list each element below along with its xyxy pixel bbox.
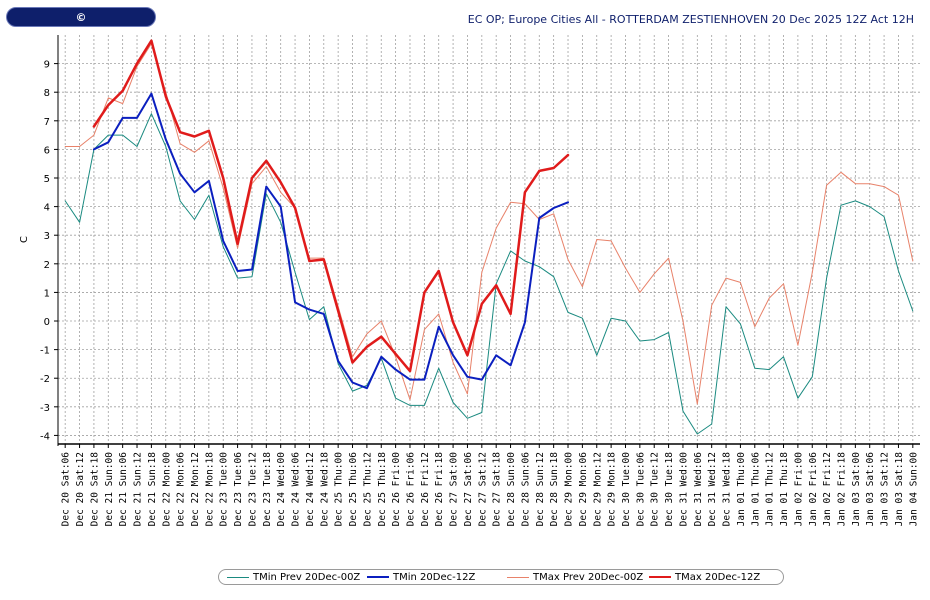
x-tick-label: Dec 29 Mon:18 bbox=[607, 452, 618, 527]
series-line-tmax-prev-20dec-00z bbox=[64, 43, 914, 405]
legend-swatch bbox=[367, 576, 389, 578]
x-tick-label: Dec 21 Sun:12 bbox=[133, 452, 144, 526]
x-tick-label: Dec 31 Wed:18 bbox=[722, 452, 733, 527]
y-tick-label: 5 bbox=[44, 174, 50, 185]
x-tick-label: Jan 02 Fri:18 bbox=[836, 452, 847, 527]
x-tick-label: Dec 26 Fri:18 bbox=[434, 452, 445, 527]
y-tick-label: -4 bbox=[40, 431, 50, 442]
y-tick-labels: -4 -3 -2 -1 0 1 2 3 4 5 6 7 8 9 bbox=[40, 60, 58, 442]
x-tick-label: Dec 29 Mon:06 bbox=[578, 452, 589, 527]
grid bbox=[58, 35, 920, 444]
legend-item: TMin 20Dec-12Z bbox=[367, 570, 475, 584]
x-tick-label: Jan 03 Sat:00 bbox=[851, 452, 862, 527]
x-tick-label: Dec 28 Sun:18 bbox=[549, 452, 560, 527]
x-tick-label: Jan 02 Fri:12 bbox=[822, 452, 833, 526]
legend-swatch bbox=[649, 576, 671, 578]
x-tick-label: Jan 03 Sat:12 bbox=[880, 452, 891, 526]
x-tick-label: Dec 20 Sat:18 bbox=[89, 452, 100, 527]
chart-legend: TMin Prev 20Dec-00Z TMin 20Dec-12Z TMax Pr… bbox=[218, 569, 784, 585]
x-tick-label: Dec 24 Wed:18 bbox=[319, 452, 330, 527]
y-tick-label: 9 bbox=[44, 60, 50, 71]
legend-label: TMax Prev 20Dec-00Z bbox=[533, 571, 644, 583]
y-tick-label: -2 bbox=[40, 374, 50, 385]
legend-label: TMin 20Dec-12Z bbox=[393, 571, 476, 583]
x-tick-label: Dec 20 Sat:06 bbox=[61, 452, 72, 527]
x-tick-label: Dec 23 Tue:00 bbox=[219, 452, 230, 527]
x-tick-label: Dec 25 Thu:00 bbox=[334, 452, 345, 527]
x-tick-label: Dec 23 Tue:18 bbox=[262, 452, 273, 527]
y-tick-label: 3 bbox=[44, 231, 50, 242]
x-tick-label: Dec 31 Wed:00 bbox=[678, 452, 689, 527]
x-tick-label: Dec 24 Wed:12 bbox=[305, 452, 316, 526]
x-tick-label: Dec 24 Wed:00 bbox=[276, 452, 287, 527]
y-tick-label: 2 bbox=[44, 260, 50, 271]
x-tick-label: Dec 27 Sat:18 bbox=[492, 452, 503, 527]
x-tick-label: Dec 28 Sun:00 bbox=[506, 452, 517, 527]
legend-swatch bbox=[227, 576, 249, 578]
series-line-tmin-20dec-12z bbox=[92, 92, 569, 390]
x-tick-label: Dec 22 Mon:12 bbox=[190, 452, 201, 526]
y-tick-label: 6 bbox=[44, 145, 50, 156]
x-tick-label: Dec 26 Fri:12 bbox=[420, 452, 431, 526]
x-tick-label: Jan 02 Fri:06 bbox=[808, 452, 819, 527]
legend-label: TMin Prev 20Dec-00Z bbox=[253, 571, 361, 583]
x-tick-label: Dec 26 Fri:06 bbox=[405, 452, 416, 527]
x-tick-labels: Dec 20 Sat:06 Dec 20 Sat:12 Dec 20 Sat:18 D… bbox=[61, 444, 919, 527]
y-tick-label: 8 bbox=[44, 88, 50, 99]
x-tick-label: Dec 29 Mon:12 bbox=[592, 452, 603, 526]
x-tick-label: Jan 03 Sat:06 bbox=[865, 452, 876, 527]
x-tick-label: Jan 03 Sat:18 bbox=[894, 452, 905, 527]
series-lines bbox=[64, 39, 914, 435]
x-tick-label: Dec 22 Mon:00 bbox=[161, 452, 172, 527]
x-tick-label: Dec 30 Tue:12 bbox=[650, 452, 661, 526]
plot-area bbox=[58, 35, 920, 444]
x-tick-label: Dec 20 Sat:12 bbox=[75, 452, 86, 526]
y-axis-label: C bbox=[19, 236, 30, 243]
legend-swatch bbox=[507, 576, 529, 578]
legend-label: TMax 20Dec-12Z bbox=[675, 571, 761, 583]
x-tick-label: Dec 21 Sun:06 bbox=[118, 452, 129, 527]
x-tick-label: Dec 31 Wed:06 bbox=[693, 452, 704, 527]
x-tick-label: Dec 28 Sun:12 bbox=[535, 452, 546, 526]
x-tick-label: Dec 21 Sun:18 bbox=[147, 452, 158, 527]
x-tick-label: Dec 22 Mon:06 bbox=[176, 452, 187, 527]
x-tick-label: Dec 31 Wed:12 bbox=[707, 452, 718, 526]
x-tick-label: Dec 27 Sat:12 bbox=[477, 452, 488, 526]
y-tick-label: 4 bbox=[44, 203, 50, 214]
x-tick-label: Dec 22 Mon:18 bbox=[204, 452, 215, 527]
x-tick-label: Dec 30 Tue:06 bbox=[635, 452, 646, 527]
y-tick-label: -1 bbox=[40, 346, 50, 357]
x-tick-label: Dec 25 Thu:18 bbox=[377, 452, 388, 527]
chart-title: EC OP; Europe Cities All - ROTTERDAM ZES… bbox=[467, 13, 914, 26]
legend-item: TMax 20Dec-12Z bbox=[649, 570, 760, 584]
x-tick-label: Dec 23 Tue:06 bbox=[233, 452, 244, 527]
x-tick-label: Dec 25 Thu:06 bbox=[348, 452, 359, 527]
x-tick-label: Dec 23 Tue:12 bbox=[247, 452, 258, 526]
x-tick-label: Dec 30 Tue:18 bbox=[664, 452, 675, 527]
x-tick-label: Jan 01 Thu:12 bbox=[765, 452, 776, 526]
x-tick-label: Jan 01 Thu:06 bbox=[750, 452, 761, 527]
series-line-tmax-20dec-12z bbox=[92, 39, 570, 373]
x-tick-label: Jan 01 Thu:18 bbox=[779, 452, 790, 527]
series-line-tmin-prev-20dec-00z bbox=[64, 113, 914, 435]
x-tick-label: Jan 04 Sun:00 bbox=[908, 452, 919, 527]
x-tick-label: Jan 02 Fri:00 bbox=[793, 452, 804, 527]
x-tick-label: Dec 28 Sun:06 bbox=[520, 452, 531, 527]
x-tick-label: Dec 21 Sun:00 bbox=[104, 452, 115, 527]
x-tick-label: Dec 30 Tue:00 bbox=[621, 452, 632, 527]
y-tick-label: 7 bbox=[44, 117, 50, 128]
x-tick-label: Dec 24 Wed:06 bbox=[291, 452, 302, 527]
legend-item: TMin Prev 20Dec-00Z bbox=[227, 570, 360, 584]
legend-item: TMax Prev 20Dec-00Z bbox=[507, 570, 643, 584]
x-tick-label: Dec 27 Sat:00 bbox=[449, 452, 460, 527]
x-tick-label: Dec 29 Mon:00 bbox=[564, 452, 575, 527]
x-tick-label: Dec 27 Sat:06 bbox=[463, 452, 474, 527]
x-tick-label: Dec 25 Thu:12 bbox=[362, 452, 373, 526]
x-tick-label: Jan 01 Thu:00 bbox=[736, 452, 747, 527]
y-tick-label: 0 bbox=[44, 317, 50, 328]
y-tick-label: -3 bbox=[40, 403, 50, 414]
x-tick-label: Dec 26 Fri:00 bbox=[391, 452, 402, 527]
y-tick-label: 1 bbox=[44, 288, 50, 299]
